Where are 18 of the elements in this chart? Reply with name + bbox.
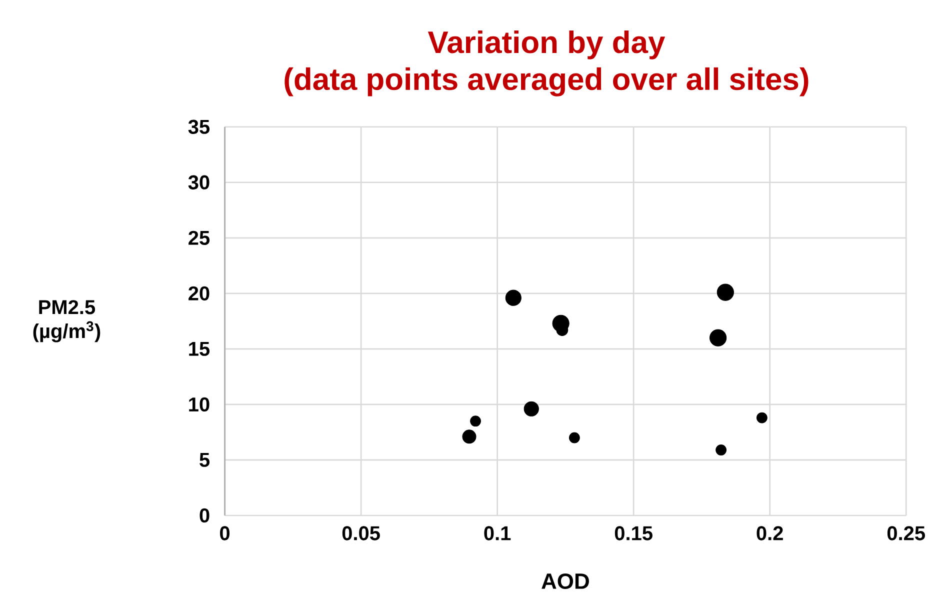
- y-tick-label: 10: [189, 397, 210, 412]
- chart-subtitle: (data points averaged over all sites): [284, 67, 808, 96]
- x-tick-label: 0.25: [887, 526, 925, 540]
- y-tick-label: 5: [200, 452, 210, 467]
- y-tick-label: 30: [188, 175, 210, 190]
- y-tick-label: 25: [188, 230, 210, 245]
- x-tick-label: 0.15: [614, 526, 652, 540]
- x-tick-label: 0.05: [342, 526, 380, 540]
- y-tick-label: 20: [188, 286, 210, 300]
- chart-title: Variation by day: [428, 30, 666, 60]
- y-tick-label: 0: [200, 508, 210, 522]
- x-tick-label: 0.2: [756, 526, 783, 540]
- y-tick-label: 15: [189, 342, 210, 356]
- x-axis-title: AOD: [542, 573, 589, 589]
- x-tick-label: 0: [220, 526, 230, 540]
- y-axis-title: PM2.5 (µg/m$^{3}$): [33, 300, 100, 342]
- x-tick-label: 0.1: [484, 526, 511, 540]
- y-tick-label: 35: [188, 120, 210, 134]
